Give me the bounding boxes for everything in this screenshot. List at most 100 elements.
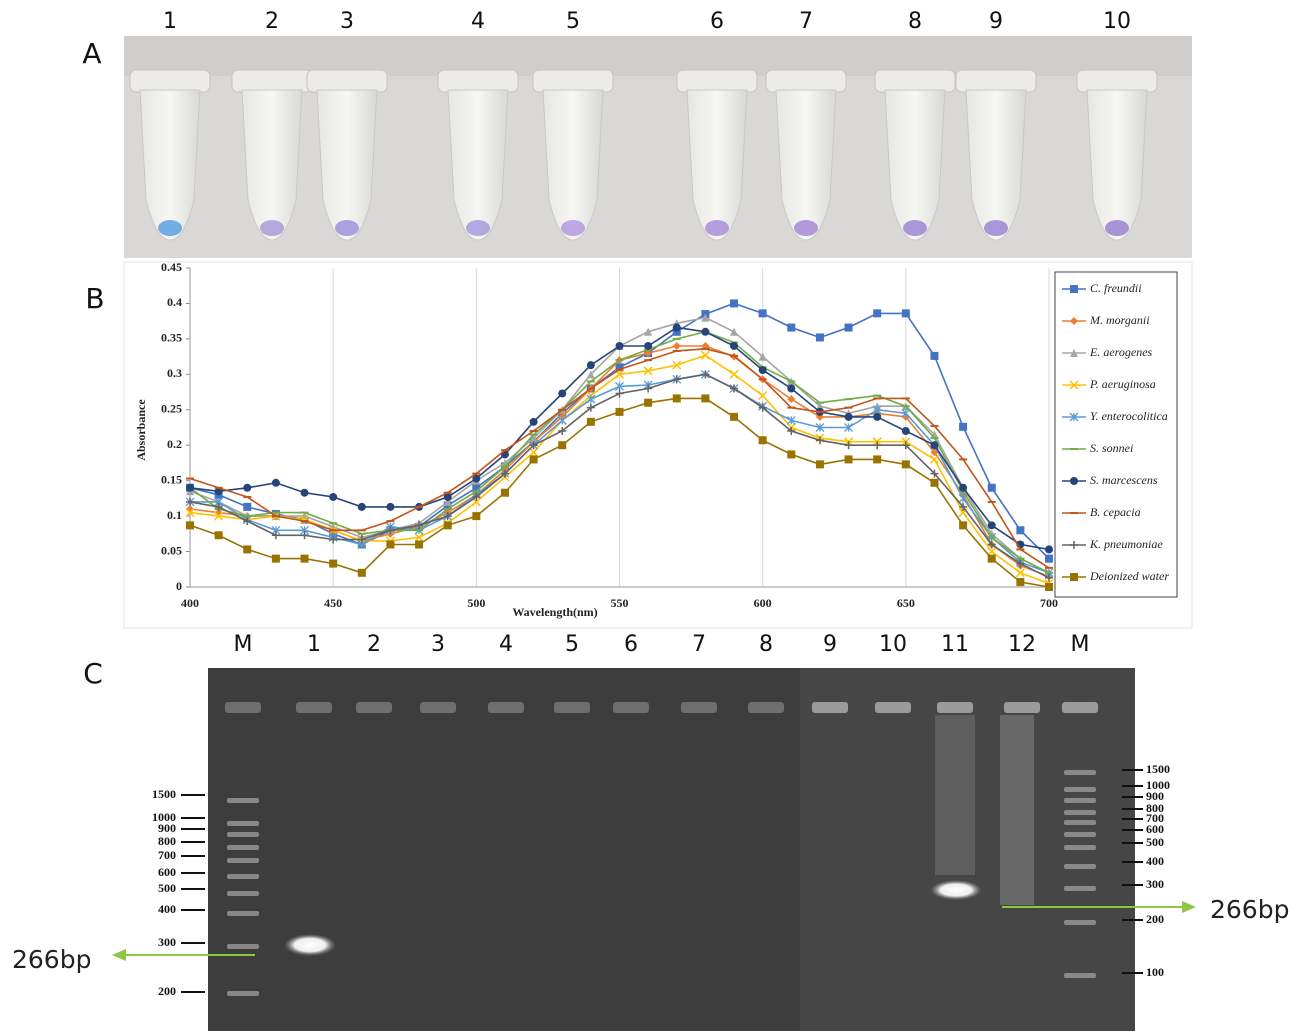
ladder-band (1064, 973, 1096, 978)
y-tick-label: 0.05 (161, 543, 182, 557)
x-tick-label: 450 (324, 596, 342, 610)
y-tick-label: 0.15 (161, 472, 182, 486)
ladder-band (1064, 770, 1096, 775)
lane-label: 7 (692, 632, 706, 657)
point (358, 569, 366, 577)
point (930, 479, 938, 487)
point (988, 521, 996, 529)
well (1062, 702, 1098, 713)
ladder-band (1064, 920, 1096, 925)
x-tick-label: 550 (611, 596, 629, 610)
point (787, 450, 795, 458)
point (186, 521, 194, 529)
well (613, 702, 649, 713)
lane-label: 11 (941, 632, 969, 657)
lane-label: 4 (499, 632, 513, 657)
point (558, 441, 566, 449)
point (730, 413, 738, 421)
tube-label: 2 (265, 9, 279, 34)
band (930, 880, 982, 900)
legend-label: B. cepacia (1090, 505, 1141, 519)
x-tick-label: 400 (181, 596, 199, 610)
point (1070, 573, 1078, 581)
well (1004, 702, 1040, 713)
x-axis-title: Wavelength(nm) (512, 605, 597, 619)
point (873, 309, 881, 317)
well (356, 702, 392, 713)
point (301, 489, 309, 497)
point (1045, 555, 1053, 563)
well (420, 702, 456, 713)
tube-label: 4 (471, 9, 485, 34)
point (329, 493, 337, 501)
point (272, 555, 280, 563)
y-tick-label: 0.25 (161, 402, 182, 416)
ladder-band (227, 821, 259, 826)
y-tick-label: 0.4 (167, 295, 182, 309)
ladder-band (227, 891, 259, 896)
ladder-band (227, 858, 259, 863)
tube-label: 9 (989, 9, 1003, 34)
tube-liquid (984, 220, 1008, 236)
tube-label: 3 (340, 9, 354, 34)
point (301, 555, 309, 563)
point (816, 333, 824, 341)
point (530, 455, 538, 463)
ladder-label: 500 (158, 881, 176, 895)
ladder-label: 300 (158, 935, 176, 949)
point (558, 389, 566, 397)
point (730, 299, 738, 307)
lane-label: M (1071, 632, 1090, 657)
tube-liquid (794, 220, 818, 236)
point (930, 352, 938, 360)
point (587, 418, 595, 426)
point (759, 436, 767, 444)
well (937, 702, 973, 713)
legend-label: S. sonnei (1090, 441, 1133, 455)
legend-label: Deionized water (1089, 569, 1169, 583)
tube-cap (956, 70, 1036, 92)
ladder-label: 800 (158, 834, 176, 848)
lane-label: 10 (879, 632, 907, 657)
point (873, 455, 881, 463)
well (488, 702, 524, 713)
ladder-band (227, 845, 259, 850)
tube-liquid (335, 220, 359, 236)
ladder-band (1064, 787, 1096, 792)
panel-letter: B (85, 282, 104, 315)
point (644, 399, 652, 407)
ladder-band (1064, 886, 1096, 891)
arrow-head (112, 949, 126, 961)
band (284, 934, 336, 956)
point (673, 394, 681, 402)
point (759, 309, 767, 317)
point (959, 484, 967, 492)
well (748, 702, 784, 713)
lane-label: 2 (367, 632, 381, 657)
tube-label: 7 (799, 9, 813, 34)
tube-cap (875, 70, 955, 92)
y-axis-title: Absorbance (134, 399, 148, 461)
well (681, 702, 717, 713)
tube-liquid (705, 220, 729, 236)
legend-label: C. freundii (1090, 281, 1142, 295)
point (902, 309, 910, 317)
point (759, 366, 767, 374)
ladder-label: 400 (1146, 854, 1164, 868)
ladder-label: 1500 (1146, 762, 1170, 776)
tube-liquid (158, 220, 182, 236)
point (930, 441, 938, 449)
point (701, 328, 709, 336)
chart-frame (124, 262, 1192, 628)
y-tick-label: 0.45 (161, 260, 182, 274)
legend-label: M. morganii (1089, 313, 1150, 327)
ladder-band (227, 991, 259, 996)
ladder-label: 100 (1146, 965, 1164, 979)
tube-label: 5 (566, 9, 580, 34)
point (587, 361, 595, 369)
point (1045, 545, 1053, 553)
tube-cap (766, 70, 846, 92)
legend-label: P. aeruginosa (1089, 377, 1156, 391)
y-tick-label: 0.2 (167, 437, 182, 451)
figure: A B 40045050055060065070000.050.10.150.2… (0, 0, 1309, 1031)
